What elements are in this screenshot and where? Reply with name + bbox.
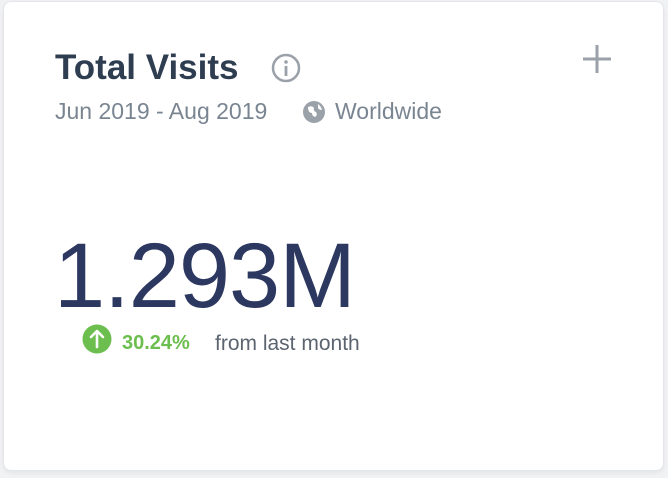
metric-value: 1.293M (54, 225, 356, 327)
info-icon[interactable] (269, 51, 303, 85)
add-button[interactable] (580, 42, 614, 76)
change-percent: 30.24% (122, 332, 190, 354)
change-text: from last month (215, 332, 360, 355)
date-range: Jun 2019 - Aug 2019 (55, 98, 268, 124)
visits-card: Total Visits Jun 2019 - Aug 2019 Worldwi… (3, 1, 664, 471)
region: Worldwide (335, 98, 442, 124)
card-title: Total Visits (55, 48, 239, 87)
up-arrow-icon (82, 324, 112, 354)
globe-icon (303, 101, 325, 123)
